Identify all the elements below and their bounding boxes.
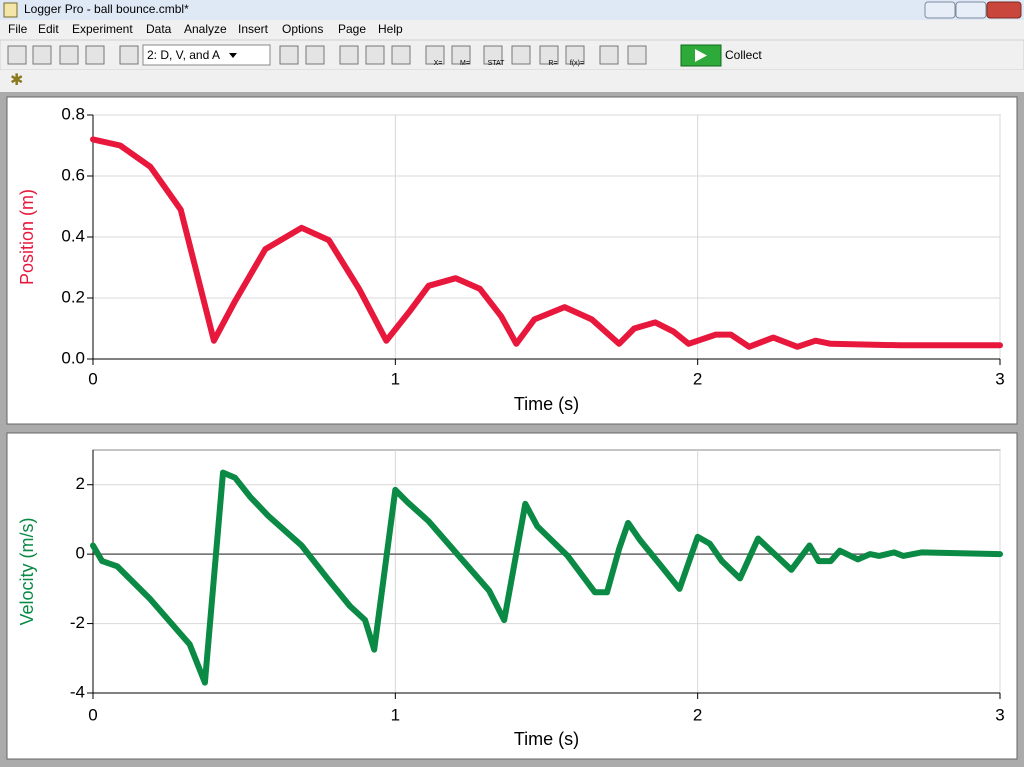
y-axis-title: Position (m)	[17, 189, 37, 285]
icon-label: X=	[434, 60, 443, 67]
x-tick-label: 0	[88, 705, 97, 724]
toolbar-icon[interactable]	[425, 45, 445, 65]
star-icon[interactable]: ✱	[10, 72, 23, 89]
y-axis-title: Velocity (m/s)	[17, 517, 37, 625]
x-tick-label: 1	[391, 705, 400, 724]
icon-label: f(x)=	[570, 60, 584, 67]
icon-label: STAT	[488, 60, 506, 67]
icon-label: R=	[548, 60, 557, 67]
menu-item[interactable]: Experiment	[72, 22, 133, 36]
x-axis-title: Time (s)	[514, 729, 579, 749]
toolbar-2	[0, 70, 1024, 92]
minimize-button[interactable]	[924, 1, 956, 19]
toolbar-icon[interactable]	[539, 45, 559, 65]
icon-label: M=	[460, 60, 470, 67]
menu-item[interactable]: Insert	[238, 22, 269, 36]
toolbar-icon[interactable]	[451, 45, 471, 65]
toolbar-icon[interactable]	[565, 45, 585, 65]
y-tick-label: 0.8	[61, 104, 85, 123]
toolbar-icons	[7, 45, 647, 65]
plot-area	[92, 449, 1001, 694]
toolbar-icon[interactable]	[305, 45, 325, 65]
x-axis-title: Time (s)	[514, 394, 579, 414]
toolbar-icon[interactable]	[627, 45, 647, 65]
menu-item[interactable]: Analyze	[184, 22, 227, 36]
data-line	[90, 136, 1003, 350]
y-tick-label: 0.2	[61, 287, 85, 306]
toolbar-icon[interactable]	[511, 45, 531, 65]
toolbar-icon[interactable]	[483, 45, 503, 65]
toolbar-icon[interactable]	[119, 45, 139, 65]
x-tick-label: 1	[391, 369, 400, 388]
x-tick-label: 0	[88, 369, 97, 388]
toolbar-icon[interactable]	[279, 45, 299, 65]
y-tick-label: -4	[70, 682, 85, 701]
close-button[interactable]	[986, 1, 1022, 19]
restore-button[interactable]	[955, 1, 987, 19]
page-selector-text[interactable]: 2: D, V, and A	[147, 48, 220, 62]
toolbar-icon[interactable]	[32, 45, 52, 65]
menu-item[interactable]: Help	[378, 22, 403, 36]
app-icon	[3, 2, 18, 18]
toolbar-icon[interactable]	[391, 45, 411, 65]
title-bar	[0, 0, 1024, 20]
toolbar-icon[interactable]	[85, 45, 105, 65]
menu-item[interactable]: Data	[146, 22, 172, 36]
dropdown-arrow	[229, 53, 237, 58]
x-tick-label: 3	[995, 705, 1004, 724]
menu-item[interactable]: File	[8, 22, 28, 36]
y-tick-label: 2	[76, 474, 85, 493]
y-tick-label: -2	[70, 613, 85, 632]
window-title: Logger Pro - ball bounce.cmbl*	[24, 2, 189, 16]
toolbar-icon[interactable]	[339, 45, 359, 65]
menu-item[interactable]: Options	[282, 22, 323, 36]
toolbar-icon[interactable]	[59, 45, 79, 65]
menu-bar	[0, 20, 1024, 40]
collect-label[interactable]: Collect	[725, 48, 762, 62]
x-tick-label: 2	[693, 705, 702, 724]
page-selector[interactable]	[142, 44, 271, 66]
play-icon	[695, 49, 707, 62]
toolbar-icon[interactable]	[365, 45, 385, 65]
y-tick-label: 0.0	[61, 348, 85, 367]
y-tick-label: 0	[76, 544, 85, 563]
data-line	[90, 469, 1003, 686]
menu-item[interactable]: Page	[338, 22, 366, 36]
toolbar-icon[interactable]	[7, 45, 27, 65]
y-tick-label: 0.6	[61, 165, 85, 184]
x-tick-label: 2	[693, 369, 702, 388]
menu-item[interactable]: Edit	[38, 22, 59, 36]
y-tick-label: 0.4	[61, 226, 85, 245]
toolbar-icon[interactable]	[599, 45, 619, 65]
x-tick-label: 3	[995, 369, 1004, 388]
